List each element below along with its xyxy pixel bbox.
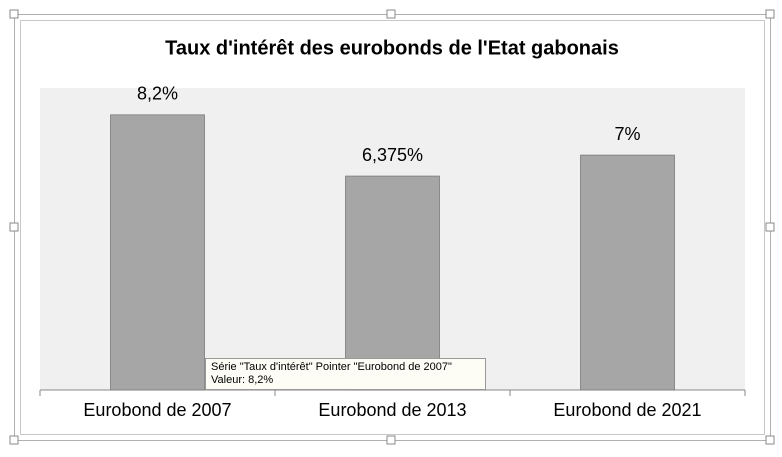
tooltip-text: Série "Taux d'intérêt" Pointer "Eurobond… [211, 361, 452, 373]
tooltip-text: Valeur: 8,2% [211, 374, 273, 386]
value-label: 7% [614, 124, 640, 144]
bar [580, 154, 675, 391]
x-tick-label: Eurobond de 2007 [83, 400, 231, 420]
bar [110, 114, 205, 391]
chart-title: Taux d'intérêt des eurobonds de l'Etat g… [165, 37, 619, 59]
value-label: 6,375% [362, 145, 423, 165]
bar [345, 175, 440, 391]
x-tick-label: Eurobond de 2021 [553, 400, 701, 420]
x-tick-label: Eurobond de 2013 [318, 400, 466, 420]
value-label: 8,2% [137, 84, 178, 104]
tooltip [205, 358, 486, 390]
handles [9, 9, 775, 445]
